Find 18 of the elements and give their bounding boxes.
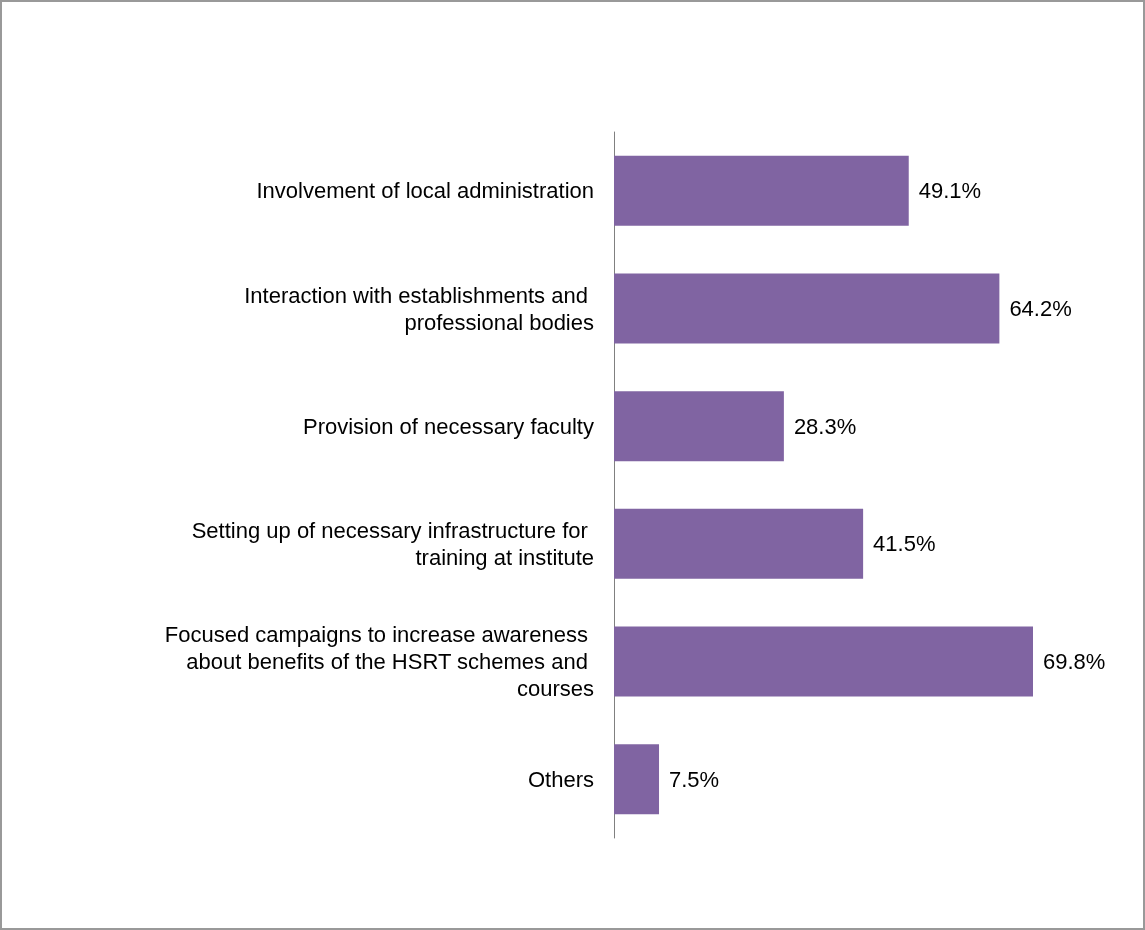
data-label: 7.5% <box>669 766 720 792</box>
data-label: 49.1% <box>918 178 982 204</box>
y-tick-label: Others <box>527 766 594 792</box>
bar <box>614 626 1033 697</box>
y-tick-label: Setting up of necessary infrastructure for training at institute <box>191 517 594 570</box>
bar <box>614 273 1000 344</box>
data-label: 69.8% <box>1043 649 1106 674</box>
bar <box>614 391 784 462</box>
bar <box>614 155 909 226</box>
data-label: 28.3% <box>793 413 857 439</box>
y-tick-label: Focused campaigns to increase awareness about benefits of the HSRT schemes and courses <box>164 622 594 701</box>
bar <box>614 744 660 815</box>
y-tick-label: Involvement of local administration <box>256 178 594 204</box>
y-tick-label: Provision of necessary faculty <box>302 413 594 439</box>
data-label: 41.5% <box>873 531 936 557</box>
data-label: 64.2% <box>1009 296 1072 321</box>
bar <box>614 508 864 579</box>
y-tick-label: Interaction with establishments and professional bodies <box>244 282 594 335</box>
